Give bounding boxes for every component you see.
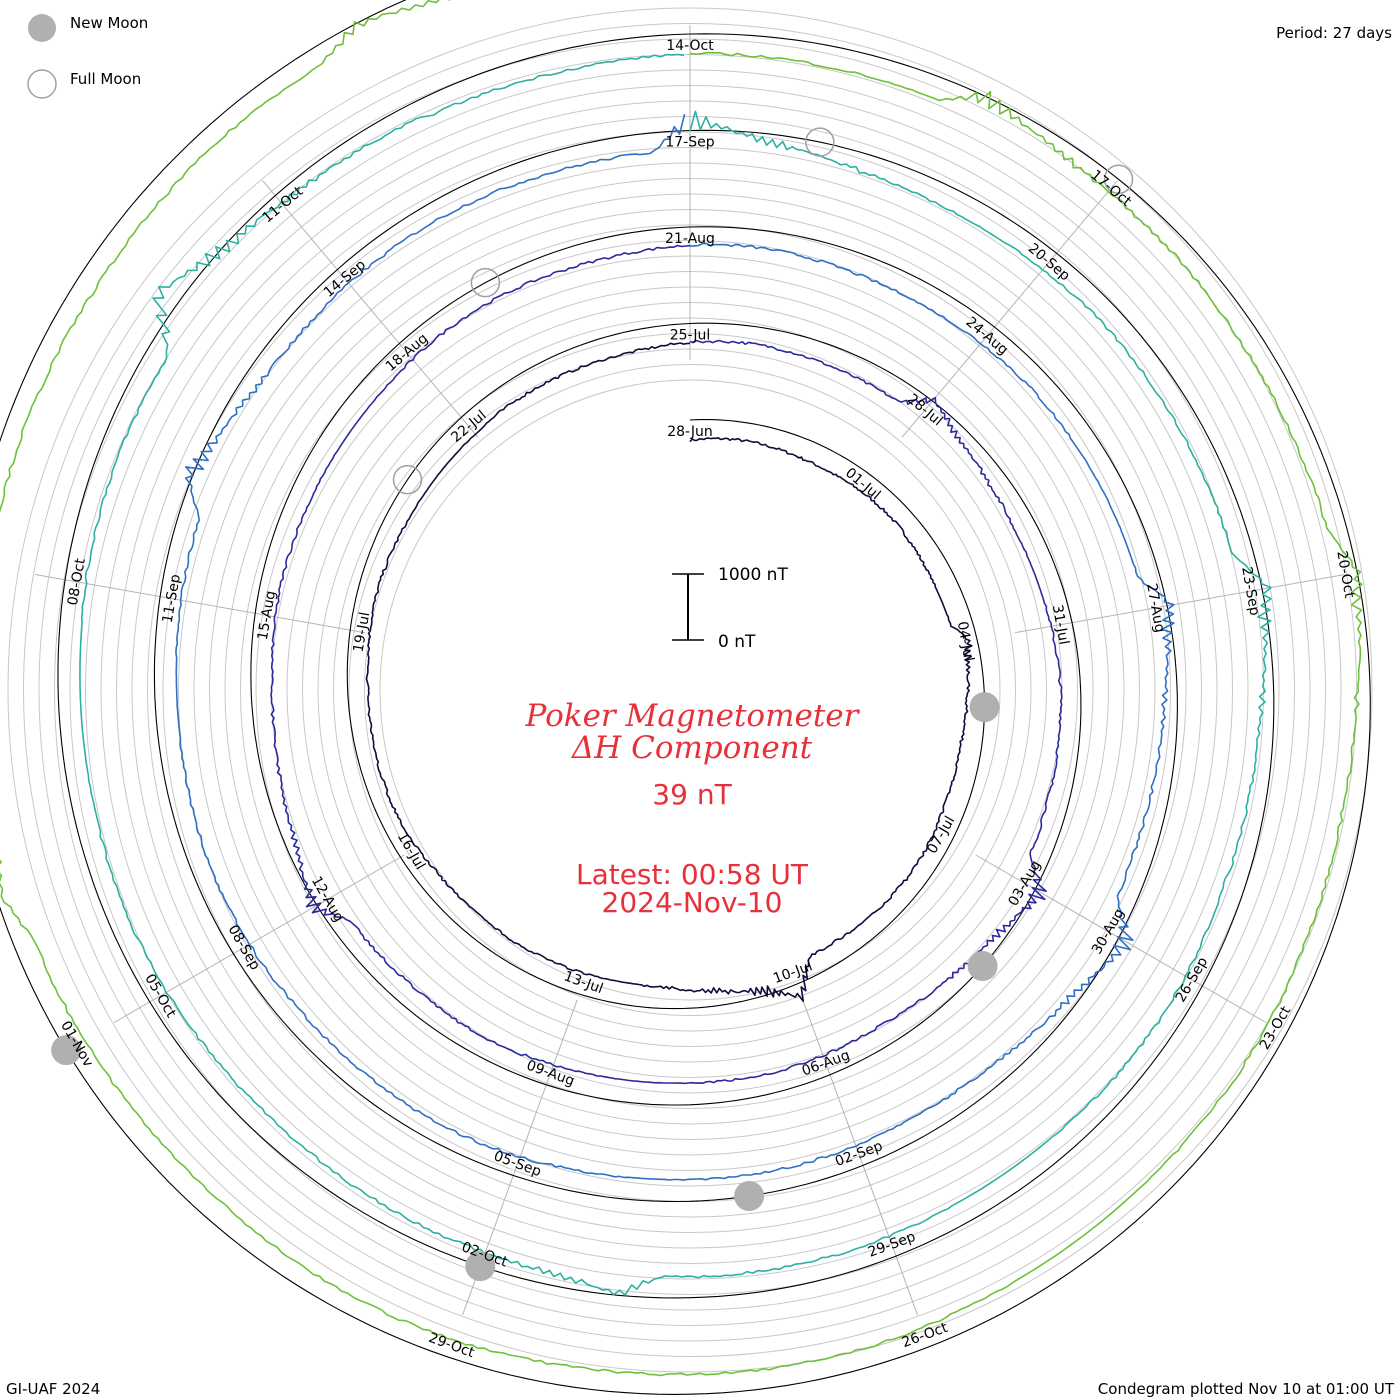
grid-circle xyxy=(364,364,1016,1016)
grid-circle xyxy=(333,333,1047,1047)
radial-spoke xyxy=(901,180,1118,438)
new-moon-marker xyxy=(51,1035,82,1066)
date-label: 19-Jul xyxy=(351,611,374,654)
trace-period-3 xyxy=(175,113,1175,1181)
full-moon-marker xyxy=(1103,164,1134,195)
new-moon-marker xyxy=(734,1181,765,1212)
trace-period-4 xyxy=(79,53,1272,1296)
moon-markers xyxy=(51,127,1134,1282)
radial-spoke xyxy=(35,574,366,634)
date-label: 08-Oct xyxy=(65,557,89,607)
date-label: 17-Sep xyxy=(665,135,714,151)
radial-spoke xyxy=(1014,574,1345,634)
footer-credit: GI-UAF 2024 xyxy=(6,1380,100,1398)
grid-circle xyxy=(302,302,1078,1078)
date-label: 04-Jul xyxy=(954,620,977,663)
date-label: 29-Oct xyxy=(426,1330,477,1361)
date-label: 25-Jul xyxy=(670,328,711,344)
radial-spoke xyxy=(262,180,479,438)
reference-spiral-line xyxy=(0,0,1371,1395)
scale-bottom-label: 0 nT xyxy=(718,632,756,652)
trace-period-5 xyxy=(0,0,1363,1377)
date-label: 05-Oct xyxy=(141,971,179,1021)
new-moon-legend-label: New Moon xyxy=(70,14,148,32)
grid-circle xyxy=(7,7,1373,1373)
date-label: 26-Oct xyxy=(900,1320,951,1351)
date-label: 16-Jul xyxy=(394,830,428,873)
scale-top-label: 1000 nT xyxy=(718,565,788,585)
chart-title: Poker Magnetometer xyxy=(525,698,861,734)
reference-spiral xyxy=(0,0,1371,1395)
radial-spokes xyxy=(35,25,1345,1316)
new-moon-marker xyxy=(967,951,998,982)
radial-spoke xyxy=(975,854,1267,1023)
footer-plotted: Condegram plotted Nov 10 at 01:00 UT xyxy=(1098,1380,1395,1398)
full-moon-legend-label: Full Moon xyxy=(70,70,141,88)
grid-circle xyxy=(271,271,1109,1109)
full-moon-legend-icon xyxy=(27,69,57,99)
date-label: 07-Jul xyxy=(924,814,958,857)
trace-period-2 xyxy=(270,244,1063,1085)
grid-circle xyxy=(379,379,1001,1001)
radial-spoke xyxy=(113,854,405,1023)
full-moon-marker xyxy=(805,127,835,157)
date-label: 28-Jun xyxy=(667,424,713,440)
trace-period-1 xyxy=(365,342,973,1002)
grid-circle xyxy=(348,348,1032,1032)
period-label: Period: 27 days xyxy=(1276,24,1392,42)
date-label: 02-Sep xyxy=(833,1138,885,1170)
date-label: 01-Jul xyxy=(842,465,883,503)
new-moon-legend-icon xyxy=(28,14,56,42)
chart-subtitle: ΔH Component xyxy=(571,730,813,766)
magnetometer-traces xyxy=(0,0,1363,1377)
date-label: 21-Aug xyxy=(665,231,715,247)
new-moon-marker xyxy=(465,1251,496,1282)
full-moon-marker xyxy=(392,464,423,495)
grid-circle xyxy=(240,240,1140,1140)
date-label: 05-Sep xyxy=(492,1148,544,1180)
latest-time: Latest: 00:58 UT xyxy=(576,858,809,891)
scale-bar xyxy=(672,573,704,641)
current-value: 39 nT xyxy=(652,778,732,811)
date-label: 06-Aug xyxy=(800,1047,852,1079)
date-label: 31-Jul xyxy=(1049,603,1072,646)
radial-spoke xyxy=(802,999,918,1316)
new-moon-marker xyxy=(969,692,1000,723)
latest-date: 2024-Nov-10 xyxy=(602,886,783,919)
date-label: 14-Oct xyxy=(666,38,714,54)
full-moon-marker xyxy=(470,267,501,298)
grid-circle xyxy=(23,23,1357,1357)
